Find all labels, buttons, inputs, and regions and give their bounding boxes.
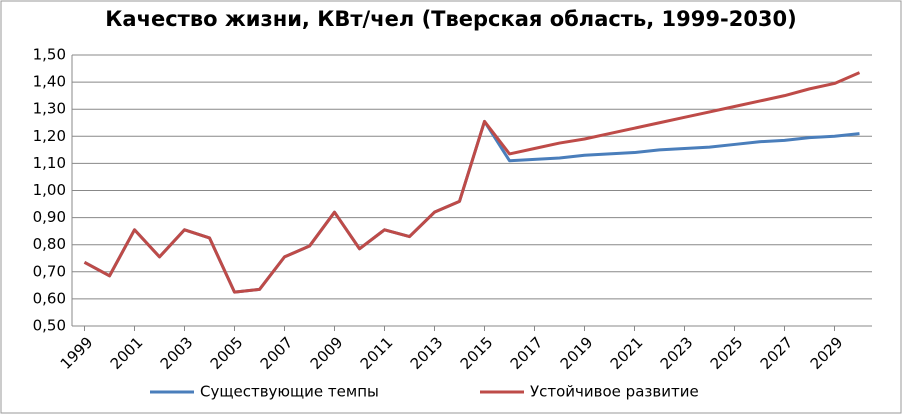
chart-title: Качество жизни, КВт/чел (Тверская област…: [105, 7, 797, 31]
y-tick-label: 1,30: [33, 100, 66, 118]
y-tick-label: 0,50: [33, 317, 66, 335]
series-line: [83, 71, 861, 294]
y-tick-label: 1,00: [33, 181, 66, 199]
y-tick-label: 0,90: [33, 208, 66, 226]
y-tick-label: 1,10: [33, 154, 66, 172]
y-tick-label: 0,80: [33, 235, 66, 253]
legend-label: Устойчивое развитие: [530, 383, 699, 401]
y-tick-label: 0,70: [33, 262, 66, 280]
y-tick-label: 0,60: [33, 289, 66, 307]
legend-label: Существующие темпы: [200, 383, 379, 401]
y-tick-label: 1,50: [33, 46, 66, 64]
y-tick-label: 1,20: [33, 127, 66, 145]
y-tick-label: 1,40: [33, 73, 66, 91]
